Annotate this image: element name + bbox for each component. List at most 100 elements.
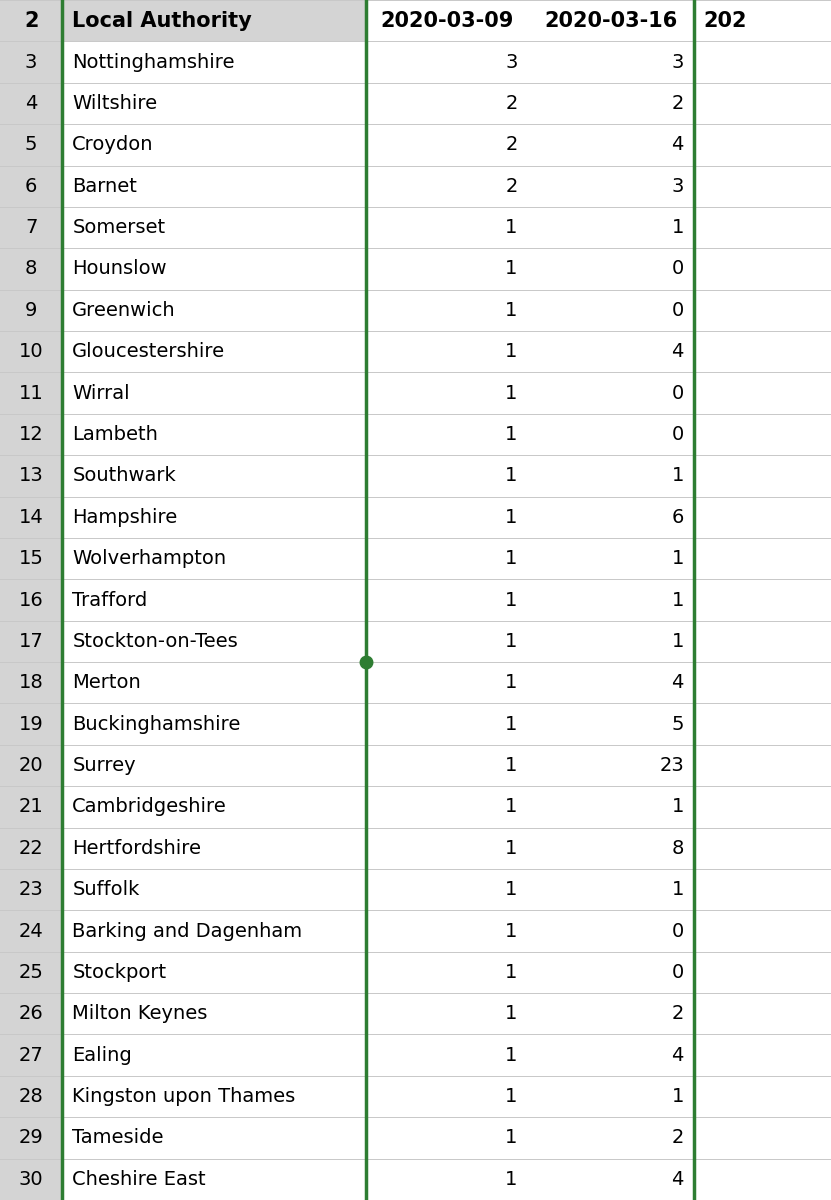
Text: 1: 1 bbox=[671, 467, 684, 485]
Bar bbox=[694, 41, 831, 83]
Bar bbox=[366, 620, 528, 662]
Bar bbox=[0, 166, 62, 206]
Bar bbox=[62, 538, 366, 580]
Text: 25: 25 bbox=[19, 962, 43, 982]
Bar bbox=[0, 0, 62, 41]
Text: Nottinghamshire: Nottinghamshire bbox=[72, 53, 235, 72]
Text: Barnet: Barnet bbox=[72, 176, 137, 196]
Text: 13: 13 bbox=[19, 467, 43, 485]
Bar bbox=[366, 1076, 528, 1117]
Bar bbox=[694, 703, 831, 745]
Text: Stockport: Stockport bbox=[72, 962, 166, 982]
Text: 1: 1 bbox=[671, 218, 684, 238]
Bar bbox=[528, 206, 694, 248]
Bar bbox=[0, 828, 62, 869]
Text: 1: 1 bbox=[505, 342, 518, 361]
Text: Hampshire: Hampshire bbox=[72, 508, 178, 527]
Bar bbox=[694, 994, 831, 1034]
Bar bbox=[0, 497, 62, 538]
Text: 1: 1 bbox=[505, 962, 518, 982]
Text: 6: 6 bbox=[25, 176, 37, 196]
Text: 1: 1 bbox=[505, 467, 518, 485]
Bar bbox=[0, 538, 62, 580]
Bar bbox=[366, 952, 528, 994]
Bar bbox=[528, 786, 694, 828]
Text: 0: 0 bbox=[671, 259, 684, 278]
Text: 5: 5 bbox=[25, 136, 37, 155]
Bar bbox=[366, 1034, 528, 1076]
Text: 3: 3 bbox=[671, 176, 684, 196]
Text: 1: 1 bbox=[505, 922, 518, 941]
Text: 2: 2 bbox=[505, 136, 518, 155]
Bar bbox=[0, 580, 62, 620]
Text: 1: 1 bbox=[505, 1087, 518, 1106]
Bar bbox=[528, 580, 694, 620]
Bar bbox=[0, 786, 62, 828]
Bar bbox=[694, 1117, 831, 1159]
Bar bbox=[366, 703, 528, 745]
Text: Southwark: Southwark bbox=[72, 467, 176, 485]
Text: 15: 15 bbox=[19, 550, 43, 568]
Bar bbox=[528, 911, 694, 952]
Bar bbox=[528, 952, 694, 994]
Bar bbox=[0, 206, 62, 248]
Bar bbox=[62, 455, 366, 497]
Text: 202: 202 bbox=[704, 11, 747, 31]
Bar bbox=[62, 994, 366, 1034]
Bar bbox=[62, 580, 366, 620]
Text: 2: 2 bbox=[505, 176, 518, 196]
Bar bbox=[528, 869, 694, 911]
Text: 16: 16 bbox=[19, 590, 43, 610]
Text: 1: 1 bbox=[671, 797, 684, 816]
Bar bbox=[694, 745, 831, 786]
Bar bbox=[528, 1034, 694, 1076]
Bar bbox=[62, 0, 366, 41]
Text: 7: 7 bbox=[25, 218, 37, 238]
Text: 1: 1 bbox=[505, 673, 518, 692]
Bar bbox=[62, 83, 366, 124]
Text: 1: 1 bbox=[505, 550, 518, 568]
Text: 6: 6 bbox=[671, 508, 684, 527]
Bar bbox=[62, 289, 366, 331]
Bar bbox=[694, 580, 831, 620]
Text: 21: 21 bbox=[19, 797, 43, 816]
Text: 1: 1 bbox=[505, 839, 518, 858]
Text: 29: 29 bbox=[19, 1128, 43, 1147]
Text: 1: 1 bbox=[505, 425, 518, 444]
Text: 2: 2 bbox=[24, 11, 38, 31]
Bar bbox=[694, 83, 831, 124]
Bar bbox=[694, 124, 831, 166]
Bar bbox=[366, 1117, 528, 1159]
Text: 0: 0 bbox=[671, 962, 684, 982]
Bar bbox=[0, 1159, 62, 1200]
Bar bbox=[694, 1034, 831, 1076]
Bar bbox=[0, 994, 62, 1034]
Bar bbox=[0, 1076, 62, 1117]
Bar bbox=[0, 83, 62, 124]
Bar bbox=[528, 83, 694, 124]
Text: 17: 17 bbox=[19, 632, 43, 650]
Text: Surrey: Surrey bbox=[72, 756, 136, 775]
Bar bbox=[528, 289, 694, 331]
Bar bbox=[528, 331, 694, 372]
Text: 1: 1 bbox=[505, 632, 518, 650]
Bar bbox=[62, 828, 366, 869]
Text: 12: 12 bbox=[19, 425, 43, 444]
Text: Hounslow: Hounslow bbox=[72, 259, 167, 278]
Bar bbox=[366, 206, 528, 248]
Text: Wiltshire: Wiltshire bbox=[72, 94, 157, 113]
Bar bbox=[694, 952, 831, 994]
Text: 1: 1 bbox=[505, 259, 518, 278]
Bar bbox=[366, 580, 528, 620]
Text: 2: 2 bbox=[505, 94, 518, 113]
Bar bbox=[366, 828, 528, 869]
Bar bbox=[528, 828, 694, 869]
Bar bbox=[694, 289, 831, 331]
Text: 4: 4 bbox=[25, 94, 37, 113]
Text: 9: 9 bbox=[25, 301, 37, 320]
Text: 30: 30 bbox=[19, 1170, 43, 1189]
Bar bbox=[528, 166, 694, 206]
Bar bbox=[528, 745, 694, 786]
Bar bbox=[694, 331, 831, 372]
Text: 18: 18 bbox=[19, 673, 43, 692]
